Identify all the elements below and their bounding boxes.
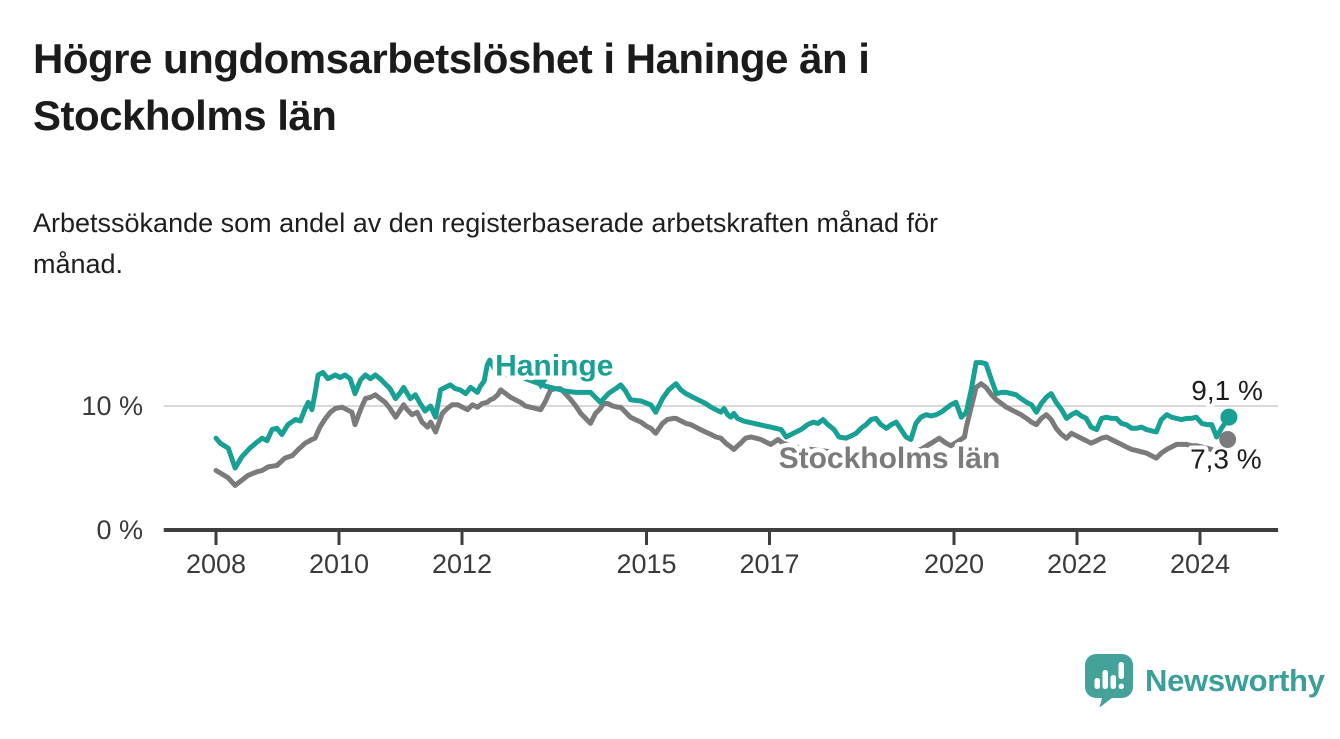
x-tick-label: 2024 xyxy=(1170,549,1230,579)
y-tick-label: 0 % xyxy=(96,515,143,545)
end-value-label: 7,3 % xyxy=(1190,443,1262,474)
x-tick-label: 2022 xyxy=(1047,549,1107,579)
y-tick-label: 10 % xyxy=(81,391,143,421)
chart-title: Högre ungdomsarbetslöshet i Haninge än i… xyxy=(33,30,870,144)
x-tick-label: 2015 xyxy=(616,549,676,579)
end-point-dot xyxy=(1219,430,1237,448)
x-tick-label: 2012 xyxy=(432,549,492,579)
x-tick-label: 2008 xyxy=(186,549,246,579)
x-tick-label: 2017 xyxy=(739,549,799,579)
newsworthy-attribution: Newsworthy xyxy=(1085,654,1325,708)
end-point-dot xyxy=(1220,408,1238,426)
series-line-haninge xyxy=(213,357,1232,471)
x-tick-label: 2010 xyxy=(309,549,369,579)
end-value-label: 9,1 % xyxy=(1191,375,1263,406)
chart-title-line-1: Högre ungdomsarbetslöshet i Haninge än i xyxy=(33,35,870,82)
x-tick-label: 2020 xyxy=(924,549,984,579)
chart-subtitle: Arbetssökande som andel av den registerb… xyxy=(33,203,938,285)
chart-subtitle-line-2: månad. xyxy=(33,249,124,279)
brand-name: Newsworthy xyxy=(1145,663,1325,698)
down-arrow-marker xyxy=(533,379,548,390)
series-label: Stockholms län xyxy=(779,442,1001,475)
chart-title-line-2: Stockholms län xyxy=(33,92,337,139)
chart-subtitle-line-1: Arbetssökande som andel av den registerb… xyxy=(33,208,939,238)
series-label: Haninge xyxy=(495,350,613,383)
bar-chart-speech-bubble-icon xyxy=(1085,654,1133,708)
series-line-stockholms-lan xyxy=(213,381,1231,488)
